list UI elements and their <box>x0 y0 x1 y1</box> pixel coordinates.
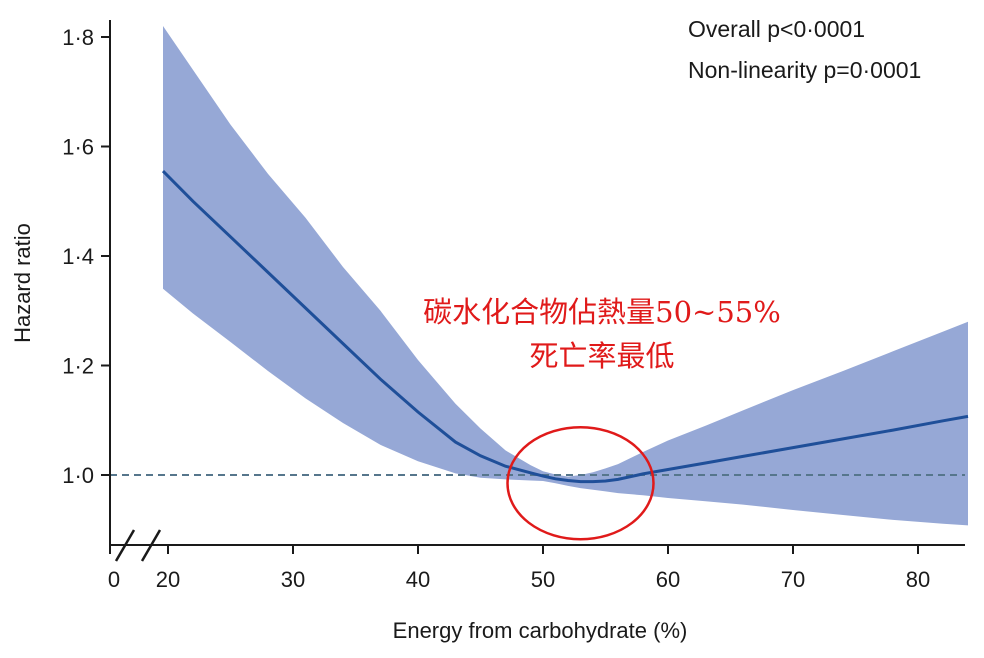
x-tick-label: 30 <box>281 567 305 592</box>
x-tick-label: 20 <box>156 567 180 592</box>
x-tick-label: 50 <box>531 567 555 592</box>
annotation-line-2: 死亡率最低 <box>529 339 674 373</box>
x-origin-label: 0 <box>108 567 120 592</box>
y-tick-label: 1·0 <box>62 463 94 488</box>
x-tick-label: 80 <box>906 567 930 592</box>
non-linearity-p-value: Non-linearity p=0·0001 <box>688 57 921 83</box>
x-tick-label: 70 <box>781 567 805 592</box>
y-tick-label: 1·8 <box>62 25 94 50</box>
x-tick-label: 60 <box>656 567 680 592</box>
annotation-line-1: 碳水化合物佔熱量50~55% <box>423 295 781 329</box>
y-tick-label: 1·4 <box>62 244 94 269</box>
axis-break <box>114 529 162 562</box>
x-tick-label: 40 <box>406 567 430 592</box>
y-axis-title: Hazard ratio <box>10 223 35 343</box>
y-tick-label: 1·2 <box>62 354 94 379</box>
hazard-ratio-line <box>161 170 969 484</box>
x-axis-title: Energy from carbohydrate (%) <box>393 618 688 643</box>
overall-p-value: Overall p<0·0001 <box>688 16 865 42</box>
y-tick-label: 1·6 <box>62 135 94 160</box>
highlight-circle <box>506 425 655 541</box>
confidence-band <box>163 26 968 526</box>
